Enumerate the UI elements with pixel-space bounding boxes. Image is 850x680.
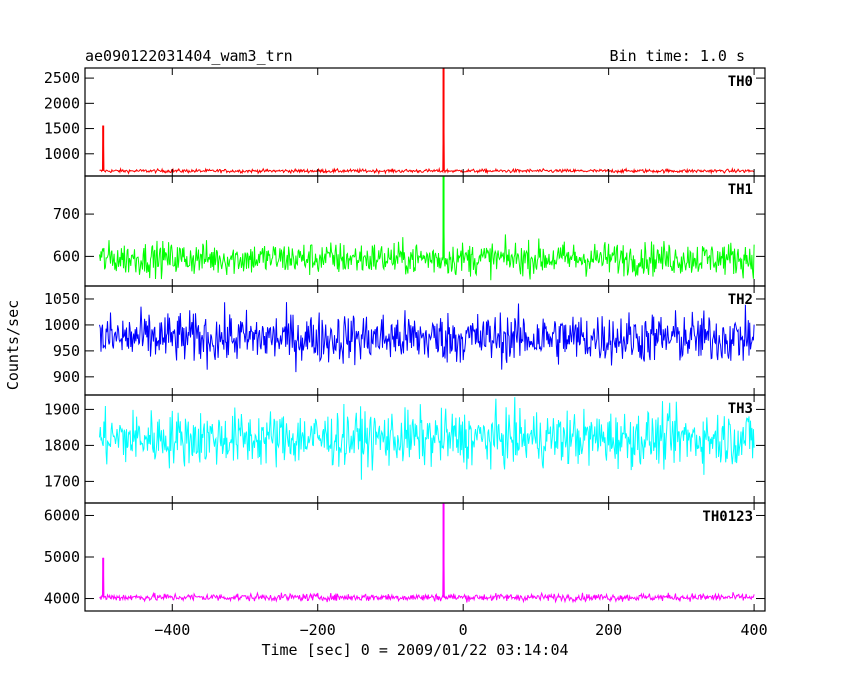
panel-frame-th1 xyxy=(84,175,766,287)
panel-th0: 1000 1500 2000 2500 TH0 xyxy=(44,67,766,177)
chart-title-left: ae090122031404_wam3_trn xyxy=(85,47,293,65)
series-line-th0 xyxy=(99,67,755,175)
panel-label: TH0 xyxy=(728,74,753,90)
y-tick-label: 5000 xyxy=(44,548,80,566)
y-tick-label: 2500 xyxy=(44,69,80,87)
y-tick-label: 4000 xyxy=(44,590,80,608)
panel-label: TH2 xyxy=(728,292,753,308)
panel-th3: 1700 1800 1900 TH3 xyxy=(44,394,766,504)
x-tick-label: 0 xyxy=(459,621,468,639)
series-line-th3 xyxy=(99,397,755,480)
y-tick-label: 1500 xyxy=(44,120,80,138)
y-tick-label: 1900 xyxy=(44,400,80,418)
y-tick-label: 900 xyxy=(53,368,80,386)
y-tick-label: 1000 xyxy=(44,316,80,334)
y-tick-label: 1000 xyxy=(44,145,80,163)
panel-label: TH1 xyxy=(728,182,753,198)
y-axis-label: Counts/sec xyxy=(4,300,22,390)
y-tick-label: 950 xyxy=(53,342,80,360)
y-tick-label: 1050 xyxy=(44,290,80,308)
chart-title-right: Bin time: 1.0 s xyxy=(610,47,745,65)
x-axis-label: Time [sec] 0 = 2009/01/22 03:14:04 xyxy=(261,641,568,659)
panel-label: TH3 xyxy=(728,401,753,417)
panel-frame-th0 xyxy=(84,67,766,177)
y-tick-label: 2000 xyxy=(44,94,80,112)
x-tick-label: −200 xyxy=(300,621,336,639)
panel-th0123: 4000 5000 6000 TH0123 xyxy=(44,502,766,612)
y-tick-label: 1800 xyxy=(44,436,80,454)
x-tick-label: 400 xyxy=(741,621,768,639)
x-tick-label: 200 xyxy=(595,621,622,639)
panel-th2: 900 950 1000 1050 TH2 xyxy=(44,285,766,396)
panel-th1: 600 700 TH1 xyxy=(53,175,766,287)
y-tick-label: 1700 xyxy=(44,472,80,490)
series-line-th1 xyxy=(99,175,755,281)
y-tick-label: 6000 xyxy=(44,506,80,524)
y-tick-label: 600 xyxy=(53,247,80,265)
y-tick-label: 700 xyxy=(53,205,80,223)
series-line-th2 xyxy=(99,302,755,373)
x-tick-label: −400 xyxy=(154,621,190,639)
series-line-th0123 xyxy=(99,502,755,604)
panel-label: TH0123 xyxy=(702,509,753,525)
